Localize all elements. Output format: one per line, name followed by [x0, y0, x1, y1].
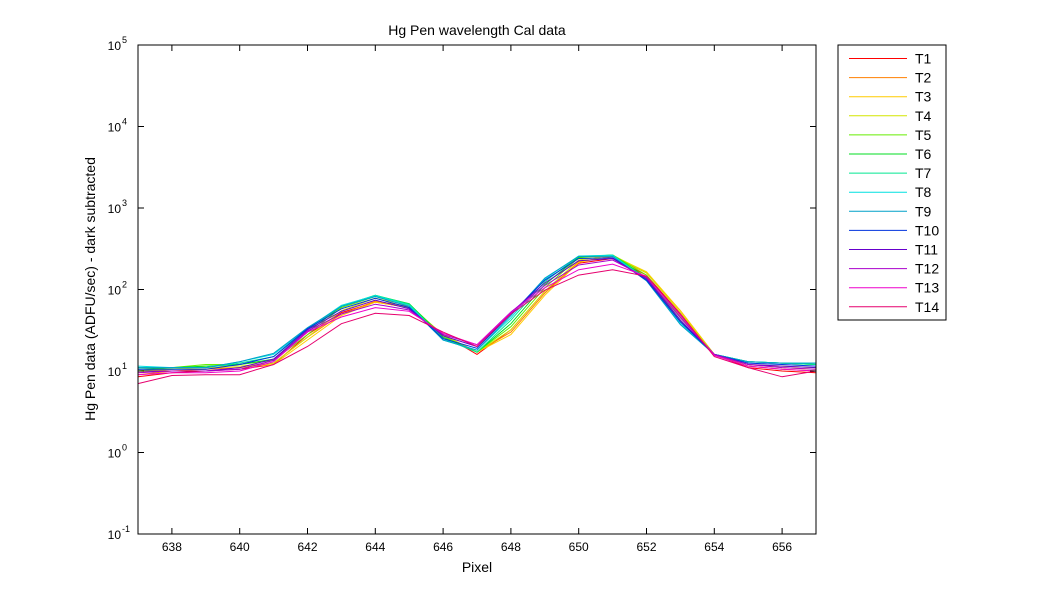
x-axis-label: Pixel — [462, 559, 492, 575]
y-tick-label: 10 — [108, 39, 122, 53]
legend-entry-t10: T10 — [849, 222, 939, 238]
legend-entry-t11: T11 — [849, 242, 938, 258]
x-tick-label: 638 — [162, 540, 182, 554]
x-tick-label: 644 — [365, 540, 385, 554]
legend-entry-t1: T1 — [849, 51, 932, 67]
legend-entry-t6: T6 — [849, 146, 932, 162]
legend-entry-t3: T3 — [849, 89, 932, 105]
y-axis-label: Hg Pen data (ADFU/sec) - dark subtracted — [82, 157, 98, 421]
x-tick-label: 648 — [501, 540, 521, 554]
series-line-t9 — [138, 255, 816, 369]
y-tick-label: 10 — [108, 447, 122, 461]
y-tick-label: 10 — [108, 365, 122, 379]
legend-entry-t2: T2 — [849, 70, 932, 86]
legend-label: T7 — [915, 165, 932, 181]
legend-label: T14 — [915, 299, 939, 315]
y-tick-exponent: 5 — [122, 35, 127, 45]
y-tick-exponent: 0 — [122, 443, 127, 453]
legend-label: T3 — [915, 89, 932, 105]
legend-label: T8 — [915, 184, 932, 200]
legend-label: T9 — [915, 203, 932, 219]
y-tick-exponent: 2 — [122, 280, 127, 290]
plot-area — [138, 45, 816, 534]
x-tick-label: 656 — [772, 540, 792, 554]
legend-label: T12 — [915, 261, 939, 277]
y-tick-exponent: -1 — [122, 524, 130, 534]
x-tick-label: 642 — [297, 540, 317, 554]
x-tick-label: 640 — [230, 540, 250, 554]
legend-entry-t13: T13 — [849, 280, 939, 296]
y-tick-label: 10 — [108, 121, 122, 135]
legend-entry-t8: T8 — [849, 184, 932, 200]
y-tick-label: 10 — [108, 284, 122, 298]
y-tick-label: 10 — [108, 528, 122, 542]
legend-label: T4 — [915, 108, 932, 124]
plot-frame — [137, 44, 817, 535]
x-tick-label: 652 — [636, 540, 656, 554]
legend-label: T13 — [915, 280, 939, 296]
legend-label: T10 — [915, 222, 939, 238]
legend-entry-t7: T7 — [849, 165, 932, 181]
legend-label: T5 — [915, 127, 932, 143]
y-tick-exponent: 1 — [122, 361, 127, 371]
x-tick-label: 650 — [569, 540, 589, 554]
legend-entry-t5: T5 — [849, 127, 932, 143]
series-layer — [137, 254, 817, 385]
legend-label: T2 — [915, 70, 932, 86]
y-tick-label: 10 — [108, 202, 122, 216]
legend-box — [837, 44, 947, 321]
x-tick-label: 654 — [704, 540, 724, 554]
legend-entry-t12: T12 — [849, 261, 939, 277]
legend-entry-t14: T14 — [849, 299, 939, 315]
legend-entry-t9: T9 — [849, 203, 932, 219]
y-tick-exponent: 3 — [122, 198, 127, 208]
series-line-t14 — [137, 269, 817, 385]
y-tick-exponent: 4 — [122, 117, 127, 127]
chart-title: Hg Pen wavelength Cal data — [388, 22, 566, 38]
legend-label: T1 — [915, 51, 932, 67]
legend: T1 T2 T3 T4 T5 T6 T7 T8 T9 T10 T11 T12 T13 T14 — [837, 44, 947, 321]
legend-label: T6 — [915, 146, 932, 162]
legend-entry-t4: T4 — [849, 108, 932, 124]
x-tick-label: 646 — [433, 540, 453, 554]
legend-label: T11 — [915, 242, 938, 258]
